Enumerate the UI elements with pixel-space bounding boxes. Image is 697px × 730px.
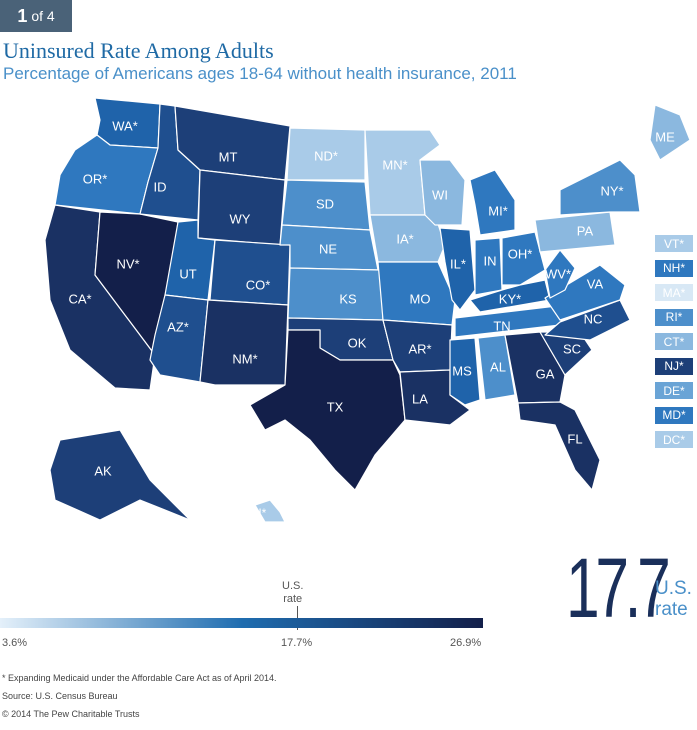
state-il [439, 227, 476, 311]
state-label-me: ME [655, 129, 675, 144]
state-label-va: VA [587, 276, 604, 291]
big-us-rate-label: U.S. rate [655, 578, 692, 620]
state-ak [49, 429, 191, 521]
state-label-wi: WI [432, 187, 448, 202]
side-state-vt: VT* [655, 235, 693, 252]
state-ks [287, 267, 384, 321]
big-label-line2: rate [655, 599, 688, 620]
state-ms [449, 337, 481, 406]
state-label-nm: NM* [232, 351, 257, 366]
state-me [649, 104, 691, 161]
state-ny [559, 159, 641, 216]
state-label-mo: MO [410, 291, 431, 306]
state-label-oh: OH* [508, 246, 533, 261]
state-label-in: IN [484, 253, 497, 268]
state-label-sc: SC [563, 341, 581, 356]
state-label-ky: KY* [499, 291, 521, 306]
state-label-ut: UT [179, 266, 196, 281]
state-nd [286, 127, 366, 181]
state-label-sd: SD [316, 196, 334, 211]
page-badge: 1 of 4 [0, 0, 72, 32]
footnote-medicaid: * Expanding Medicaid under the Affordabl… [2, 673, 277, 683]
side-state-ct: CT* [655, 333, 693, 350]
state-label-fl: FL [567, 431, 582, 446]
us-map: WA* OR* CA* NV* ID MT WY UT AZ* CO* NM* ND* SD NE KS OK… [44, 97, 691, 523]
side-state-dc: DC* [655, 431, 693, 448]
state-label-nv: NV* [116, 256, 139, 271]
state-label-tx: TX [327, 399, 344, 414]
side-state-ri: RI* [655, 308, 693, 326]
state-label-al: AL [490, 359, 506, 374]
state-label-wa: WA* [112, 118, 138, 133]
side-state-de: DE* [655, 382, 693, 399]
footnote-source: Source: U.S. Census Bureau [2, 691, 118, 701]
state-mo [377, 261, 456, 326]
state-fl [517, 401, 601, 491]
legend-us-rate-label: U.S. rate [282, 580, 303, 606]
legend-us-label-line2: rate [283, 593, 303, 605]
map-subtitle: Percentage of Americans ages 18-64 witho… [3, 64, 517, 83]
state-label-ms: MS [452, 363, 472, 378]
page-number: 1 [17, 5, 28, 26]
page-of: of 4 [31, 8, 55, 24]
state-label-hi: HI* [250, 506, 267, 520]
state-label-mi: MI* [488, 203, 508, 218]
state-label-ca: CA* [68, 291, 91, 306]
side-state-nj: NJ* [655, 357, 693, 375]
big-label-line1: U.S. [655, 578, 692, 599]
side-state-nh: NH* [655, 259, 693, 277]
state-label-ny: NY* [600, 183, 623, 198]
legend-us-label-line1: U.S. [282, 580, 304, 592]
state-va [544, 264, 626, 321]
state-label-ok: OK [348, 335, 367, 350]
state-label-mn: MN* [382, 157, 407, 172]
state-label-ak: AK [94, 463, 112, 478]
state-label-ia: IA* [396, 231, 413, 246]
state-label-ne: NE [319, 241, 337, 256]
state-label-wv: WV* [545, 266, 571, 281]
state-pa [534, 211, 616, 253]
side-state-md: MD* [655, 406, 693, 424]
map-title: Uninsured Rate Among Adults [3, 38, 274, 63]
state-label-wy: WY [230, 211, 251, 226]
state-label-nc: NC [584, 311, 603, 326]
state-oh [501, 231, 546, 286]
state-label-il: IL* [450, 256, 466, 271]
side-state-ma: MA* [655, 284, 693, 301]
state-wi [419, 159, 466, 226]
state-label-pa: PA [577, 223, 594, 238]
state-label-nd: ND* [314, 148, 338, 163]
legend-max: 26.9% [450, 637, 482, 649]
state-ky [469, 279, 551, 313]
legend-min: 3.6% [2, 637, 28, 649]
footnote-copyright: © 2014 The Pew Charitable Trusts [2, 709, 140, 719]
big-us-rate-value: 17.7 [566, 541, 671, 635]
state-label-mt: MT [219, 149, 238, 164]
state-nm [199, 299, 289, 386]
state-label-az: AZ* [167, 319, 189, 334]
state-co [209, 239, 291, 306]
state-label-ks: KS [339, 291, 357, 306]
state-label-or: OR* [83, 171, 108, 186]
state-hi [254, 499, 286, 523]
state-wv [544, 249, 576, 299]
state-tx [249, 329, 406, 491]
state-label-id: ID [154, 179, 167, 194]
state-ia [369, 214, 446, 263]
state-label-ar: AR* [408, 341, 431, 356]
state-label-ga: GA [536, 366, 555, 381]
state-mi [469, 169, 516, 236]
state-label-co: CO* [246, 277, 271, 292]
state-wy [197, 169, 286, 246]
state-label-la: LA [412, 391, 428, 406]
state-al [477, 334, 516, 401]
color-scale-bar [0, 618, 483, 628]
legend-mid: 17.7% [281, 637, 313, 649]
state-label-tn: TN [493, 318, 510, 333]
